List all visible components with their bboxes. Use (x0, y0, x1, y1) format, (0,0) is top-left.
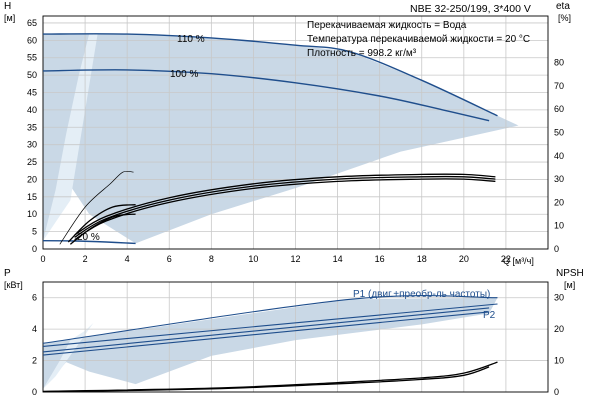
left-y-tick-label: 40 (27, 105, 37, 115)
left-y-tick-label: 65 (27, 18, 37, 28)
curve-label-p2: P2 (483, 310, 496, 321)
right-y-tick-label: 30 (554, 293, 564, 303)
efficiency-curve (74, 173, 496, 236)
x-tick-label: 20 (459, 254, 469, 264)
curve-label-20: 20 % (77, 232, 100, 243)
info-line-temperature: Температура перекачиваемой жидкости = 20… (307, 34, 530, 45)
min-flow-band (43, 322, 94, 389)
x-tick-label: 12 (290, 254, 300, 264)
right-y-tick-label: 10 (554, 356, 564, 366)
right-y-tick-label: 80 (554, 58, 564, 68)
x-tick-label: 2 (83, 254, 88, 264)
head-curve (42, 240, 136, 245)
left-y-tick-label: 4 (32, 324, 37, 334)
left-y-tick-label: 20 (27, 174, 37, 184)
right-y-tick-label: 0 (554, 387, 559, 397)
right-y-tick-label: 50 (554, 128, 564, 138)
left-y-tick-label: 0 (32, 244, 37, 254)
lower-left-axis-title: P (4, 268, 11, 279)
x-tick-label: 8 (209, 254, 214, 264)
model-title: NBE 32-250/199, 3*400 V (410, 3, 531, 15)
efficiency-curve (59, 170, 134, 245)
head-curve (42, 33, 498, 117)
power-curve (42, 307, 490, 353)
operating-range-band (43, 297, 498, 389)
upper-x-axis-label: Q [м³/ч] (503, 256, 534, 266)
lower-right-axis-unit: [м] (564, 280, 575, 290)
x-tick-label: 10 (248, 254, 258, 264)
left-y-tick-label: 60 (27, 35, 37, 45)
x-tick-label: 18 (417, 254, 427, 264)
lower-right-axis-title: NPSH (556, 268, 584, 279)
info-line-density: Плотность = 998.2 кг/м³ (307, 48, 417, 59)
head-curve (42, 69, 490, 122)
info-line-liquid: Перекачиваемая жидкость = Вода (307, 20, 467, 31)
left-y-tick-label: 6 (32, 293, 37, 303)
efficiency-curve (74, 178, 496, 241)
right-y-tick-label: 30 (554, 174, 564, 184)
npsh-curve (42, 366, 490, 393)
x-tick-label: 6 (167, 254, 172, 264)
left-y-tick-label: 25 (27, 157, 37, 167)
efficiency-curve (74, 175, 496, 238)
curve-label-p1: P1 (двиг.+преобр-ль частоты) (353, 288, 490, 300)
left-y-tick-label: 0 (32, 387, 37, 397)
x-tick-label: 16 (375, 254, 385, 264)
right-y-tick-label: 10 (554, 221, 564, 231)
left-y-tick-label: 10 (27, 209, 37, 219)
operating-range-band (43, 34, 519, 244)
left-y-tick-label: 15 (27, 192, 37, 202)
plot-frame (42, 281, 549, 393)
right-y-tick-label: 70 (554, 81, 564, 91)
min-flow-band (43, 33, 98, 241)
x-tick-label: 14 (333, 254, 343, 264)
power-curve (42, 294, 498, 344)
curve-label-110: 110 % (177, 34, 205, 45)
upper-right-axis-title: eta (556, 1, 570, 12)
right-y-tick-label: 0 (554, 244, 559, 254)
right-y-tick-label: 40 (554, 151, 564, 161)
left-y-tick-label: 2 (32, 356, 37, 366)
left-y-tick-label: 30 (27, 140, 37, 150)
left-y-tick-label: 35 (27, 122, 37, 132)
right-y-tick-label: 20 (554, 324, 564, 334)
upper-chart: 0 2 4 6 8 10 12 14 16 18 20 22 0 5 10 15 20 25 30 35 40 45 50 5… (27, 15, 564, 264)
lower-chart: 0 2 4 6 0 10 20 30 (32, 281, 564, 397)
right-y-tick-label: 60 (554, 104, 564, 114)
plot-frame (42, 15, 549, 250)
lower-left-axis-unit: [кВт] (4, 280, 23, 290)
left-y-tick-label: 5 (32, 227, 37, 237)
right-y-tick-label: 20 (554, 197, 564, 207)
power-curve (42, 311, 490, 356)
x-tick-label: 0 (40, 254, 45, 264)
curve-label-100: 100 % (170, 69, 198, 80)
x-tick-label: 4 (125, 254, 130, 264)
power-curve (42, 303, 498, 347)
left-y-tick-label: 45 (27, 88, 37, 98)
left-y-tick-label: 55 (27, 53, 37, 63)
upper-left-axis-unit: [м] (4, 13, 15, 23)
upper-left-axis-title: H (4, 1, 11, 12)
left-y-tick-label: 50 (27, 70, 37, 80)
upper-right-axis-unit: [%] (558, 13, 571, 23)
x-tick-label: 22 (501, 254, 511, 264)
